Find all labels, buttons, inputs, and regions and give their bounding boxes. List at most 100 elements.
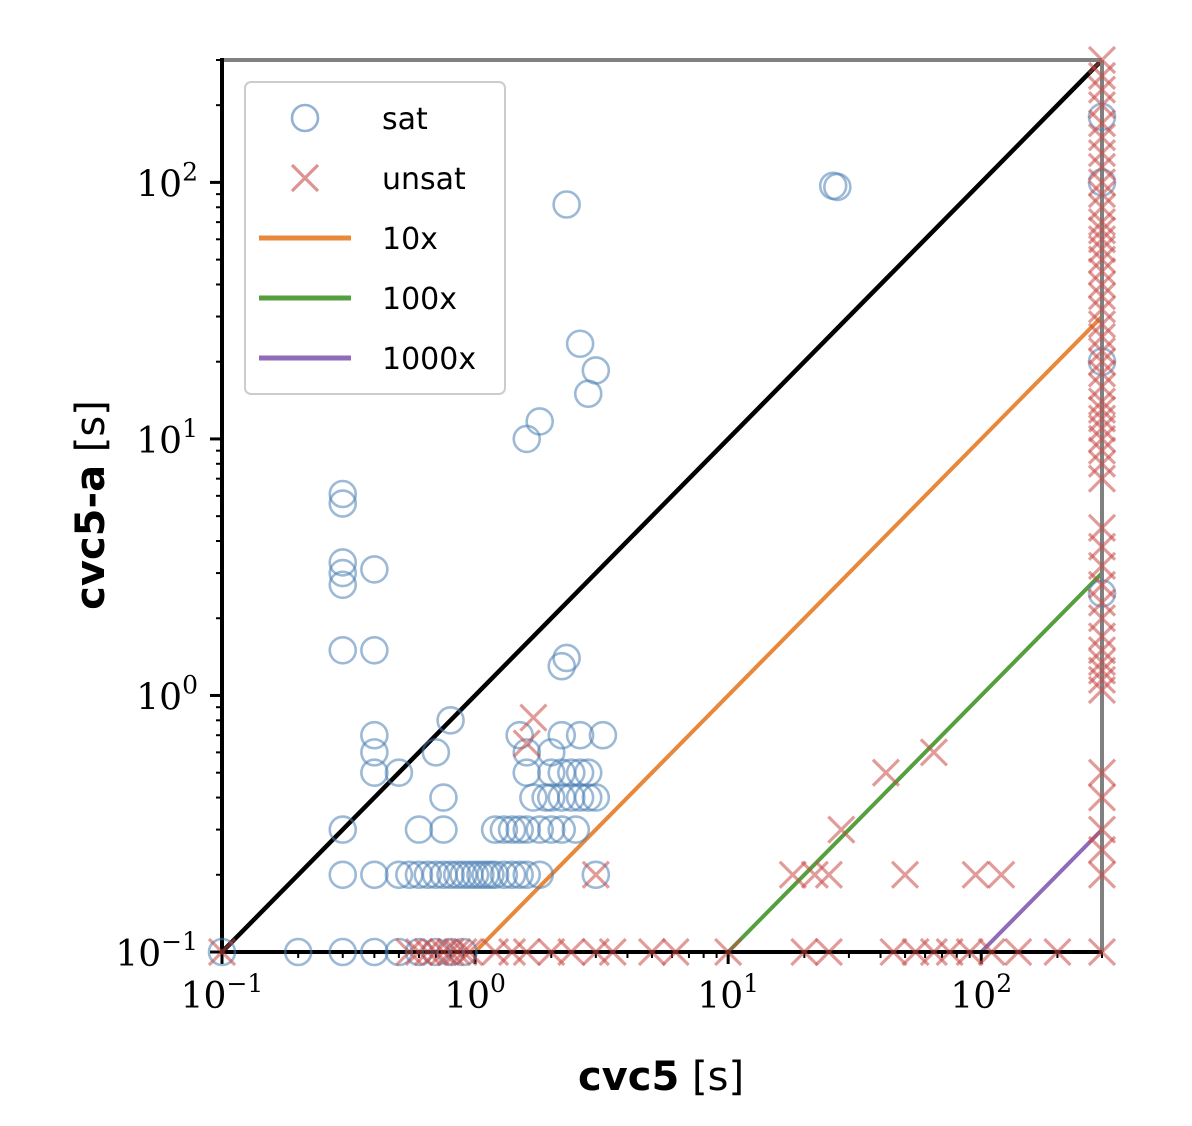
sat-point (360, 635, 389, 665)
unsat-point (1087, 295, 1117, 324)
sat-point (565, 720, 595, 750)
sat-point (360, 738, 389, 767)
legend: sat unsat 10x 100x 1000x (244, 81, 506, 395)
unsat-point (790, 937, 819, 967)
sat-point (497, 815, 527, 844)
x-tick-label-exponent: 2 (996, 969, 1012, 998)
y-tick-label-exponent: −1 (161, 927, 198, 956)
unsat-point (1087, 193, 1117, 222)
sat-point (565, 758, 595, 787)
y-tick-label-exponent: 2 (182, 157, 198, 186)
reference-line-10x (473, 315, 1104, 954)
sat-point (536, 815, 566, 844)
legend-label-unsat: unsat (382, 162, 466, 197)
unsat-point (1087, 815, 1117, 844)
sat-point (429, 815, 458, 844)
sat-point (328, 570, 358, 600)
unsat-point (1087, 208, 1117, 237)
unsat-point (207, 937, 237, 967)
sat-point (207, 937, 237, 967)
sat-point (328, 815, 358, 844)
y-axis-label-main: cvc5-a (68, 465, 114, 610)
unsat-point (1087, 860, 1117, 889)
x-tick-label: 101 (697, 969, 759, 1017)
x-tick-label-exponent: 0 (490, 969, 506, 998)
unsat-point (1087, 45, 1117, 75)
legend-label-10x: 10x (382, 222, 438, 257)
unsat-point (1087, 636, 1117, 665)
sat-point (512, 424, 542, 454)
sat-point (547, 651, 577, 681)
sat-point (525, 815, 554, 844)
sat-point (512, 738, 542, 767)
sat-point (565, 329, 595, 359)
sat-point (512, 815, 542, 844)
unsat-point (1087, 758, 1117, 787)
unsat-point (455, 937, 484, 967)
unsat-point (1087, 395, 1117, 424)
sat-point (283, 937, 313, 967)
sat-point (505, 815, 534, 844)
sat-point (480, 860, 510, 890)
unsat-point (1087, 449, 1117, 478)
sat-point (328, 489, 358, 518)
sat-point (328, 548, 358, 577)
sat-point (442, 860, 472, 890)
unsat-point (871, 758, 901, 787)
x-tick-label-exponent: −1 (226, 969, 263, 998)
unsat-point (1087, 216, 1117, 245)
y-tick-label: 101 (136, 414, 198, 462)
y-tick-label: 100 (136, 670, 198, 718)
unsat-point (519, 703, 548, 732)
unsat-point (1087, 464, 1117, 493)
sat-point (384, 758, 414, 787)
sat-point (823, 172, 852, 202)
y-tick-label-base: 10 (136, 164, 182, 205)
sat-point (573, 379, 603, 409)
unsat-point (1087, 123, 1117, 152)
sat-point (536, 738, 566, 767)
x-axis-label: cvc5 [s] (578, 1054, 744, 1100)
legend-marker-unsat (290, 163, 320, 193)
sat-point (512, 860, 542, 890)
unsat-point (512, 729, 541, 758)
sat-point (384, 937, 414, 967)
legend-frame (244, 81, 506, 395)
unsat-point (449, 937, 478, 967)
unsat-point (1087, 513, 1117, 543)
unsat-point (1087, 372, 1117, 401)
sat-point (404, 937, 434, 967)
sat-point (360, 758, 389, 787)
unsat-point (1087, 257, 1117, 286)
unsat-point (714, 937, 743, 967)
sat-point (328, 479, 358, 509)
unsat-point (1087, 937, 1117, 967)
unsat-point (1004, 937, 1033, 967)
sat-point (547, 815, 577, 844)
sat-point (360, 860, 389, 890)
y-tick-label-base: 10 (115, 934, 161, 975)
legend-label-100x: 100x (382, 282, 457, 317)
y-tick-label: 102 (136, 157, 198, 205)
unsat-point (814, 937, 844, 967)
unsat-point (1087, 336, 1117, 366)
unsat-point (421, 937, 451, 967)
y-axis-label-unit: [s] (68, 400, 114, 465)
unsat-point (1043, 937, 1072, 967)
unsat-point (1087, 347, 1117, 376)
unsat-point (581, 860, 610, 889)
unsat-point (1087, 656, 1117, 685)
unsat-point (1087, 387, 1117, 416)
sat-point (421, 860, 451, 890)
sat-point (328, 937, 358, 967)
sat-point (429, 783, 458, 812)
unsat-point (1087, 245, 1117, 274)
sat-point (581, 356, 611, 385)
unsat-point (429, 937, 458, 967)
unsat-point (778, 860, 807, 889)
legend-label-1000x: 1000x (382, 342, 476, 377)
x-axis-label-unit: [s] (679, 1054, 744, 1100)
unsat-point (537, 937, 566, 967)
